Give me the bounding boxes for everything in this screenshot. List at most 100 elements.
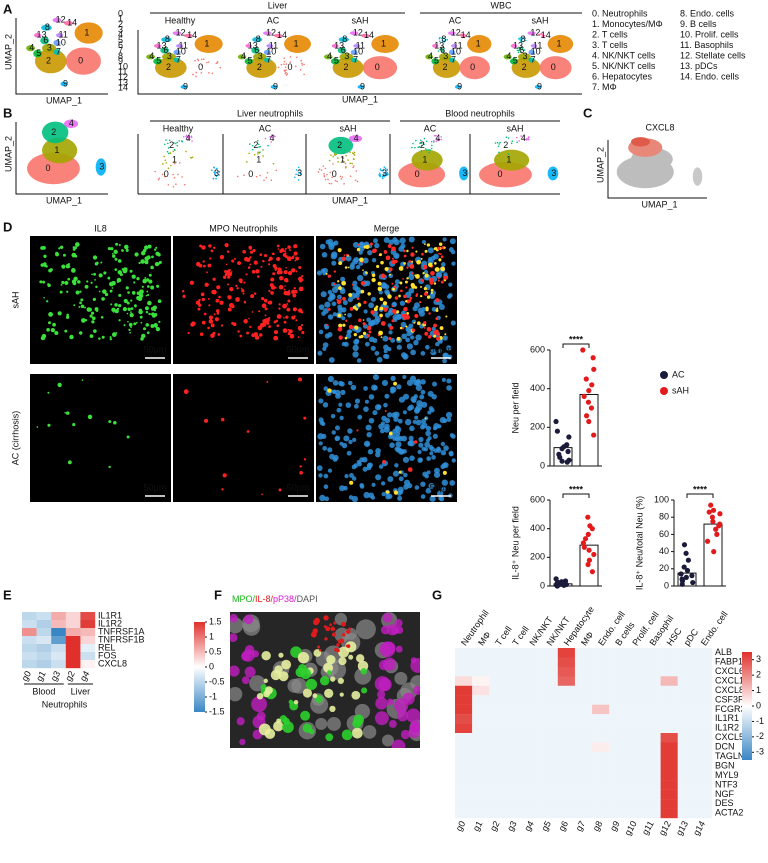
signal [356, 297, 360, 300]
signal [92, 255, 98, 260]
nucleus [368, 394, 375, 400]
signal [363, 300, 367, 304]
heatmap-cell [592, 666, 610, 677]
cluster-label: 2 [420, 140, 425, 150]
signal [101, 297, 105, 301]
signal [278, 671, 289, 682]
signal [145, 310, 149, 314]
heatmap-cell [540, 799, 558, 809]
signal [235, 284, 238, 287]
nucleus [354, 667, 372, 685]
nucleus [323, 484, 329, 490]
cluster-label: 2 [169, 140, 174, 150]
signal [80, 304, 85, 309]
significance-bracket [562, 493, 590, 498]
signal [111, 252, 114, 255]
heatmap-cell [592, 751, 610, 762]
signal [252, 248, 256, 253]
umap-point [440, 136, 442, 138]
signal [134, 252, 139, 257]
heatmap-cell [574, 704, 593, 715]
umap-point [213, 166, 216, 169]
heatmap-cell [65, 620, 81, 629]
heatmap-cell [694, 695, 713, 705]
nucleus [437, 348, 442, 353]
legend-entry: 13 [118, 77, 128, 87]
signal [84, 284, 89, 289]
y-tick-label: 400 [530, 383, 545, 393]
signal [391, 305, 394, 308]
nucleus [421, 446, 426, 451]
umap-point [425, 140, 428, 143]
y-axis-label: Neu per field [510, 382, 520, 433]
signal [366, 333, 371, 338]
nucleus [340, 276, 346, 282]
nucleus [442, 237, 447, 242]
nucleus [324, 496, 330, 502]
nucleus [353, 339, 359, 345]
nucleus [395, 441, 402, 448]
signal [408, 726, 420, 739]
nucleus [353, 256, 360, 263]
umap-point [507, 137, 510, 139]
umap-point [353, 158, 355, 161]
umap-point [294, 176, 296, 179]
cluster-label: 4 [269, 133, 274, 143]
nucleus [347, 297, 353, 303]
umap-point [300, 59, 303, 62]
umap-point [386, 172, 388, 174]
nucleus [425, 425, 432, 432]
heatmap-cell [455, 742, 473, 753]
umap-point [520, 39, 523, 42]
heatmap-cell [592, 733, 610, 743]
nucleus [402, 353, 409, 360]
heatmap-cell [574, 676, 593, 686]
signal [86, 280, 89, 283]
signal [215, 298, 220, 303]
colorbar-label: 0 [209, 661, 214, 671]
umap-point [167, 147, 170, 149]
cluster-label: 1 [557, 38, 562, 48]
umap-point [423, 143, 425, 146]
signal [118, 304, 121, 306]
cluster-label: 7 [451, 54, 456, 64]
signal [434, 267, 440, 272]
group-label: Blood [32, 686, 55, 696]
signal [357, 303, 362, 307]
heatmap-cell [455, 704, 473, 715]
signal [127, 291, 130, 294]
condition-label: AC [259, 123, 272, 133]
signal [43, 254, 47, 258]
umap-point [173, 142, 175, 144]
umap-cluster [527, 31, 536, 36]
signal [102, 289, 107, 294]
cluster-label: 14 [541, 30, 551, 40]
heatmap-cell [626, 761, 644, 771]
umap-cluster [26, 45, 35, 52]
nucleus [365, 442, 370, 447]
signal [299, 465, 302, 468]
signal [444, 333, 447, 336]
umap-cluster [263, 31, 272, 36]
signal [274, 266, 278, 271]
umap-cluster [324, 54, 333, 60]
cluster-label: 0 [248, 169, 253, 179]
signal [323, 615, 329, 621]
signal [261, 493, 263, 496]
heatmap-cell [677, 666, 696, 677]
nucleus [320, 268, 326, 273]
heatmap-cell [609, 676, 627, 686]
nucleus [327, 468, 333, 473]
signal [118, 293, 122, 297]
cluster-label: 10 [353, 47, 363, 57]
cluster-label: 0 [332, 169, 337, 179]
nucleus [401, 333, 408, 340]
heatmap-cell [592, 685, 610, 696]
heatmap-cell [660, 657, 678, 668]
signal [360, 334, 364, 339]
cluster-label: 4 [241, 51, 246, 61]
heatmap-cell [574, 657, 593, 668]
signal [264, 314, 267, 317]
channel-label: MPO Neutrophils [209, 223, 278, 233]
legend-entry: 4 [118, 30, 123, 40]
